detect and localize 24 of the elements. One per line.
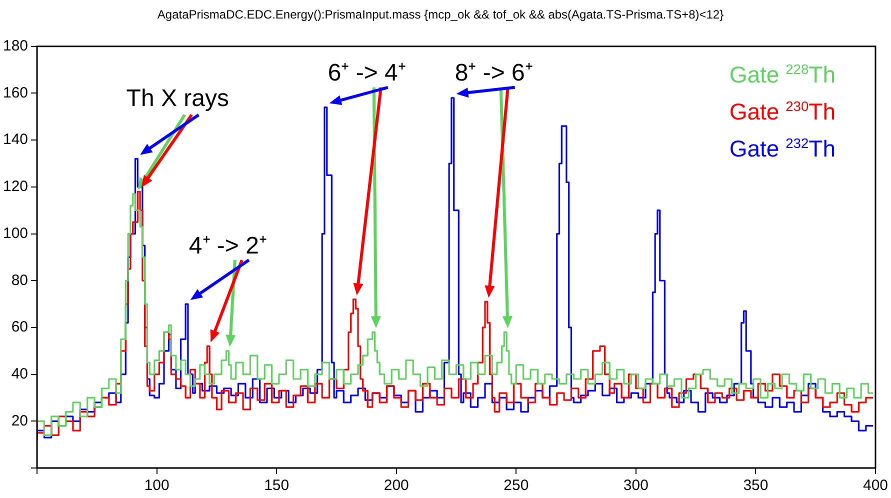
- annotation: 4⁺ -> 2⁺: [188, 232, 267, 261]
- x-tick-label: 200: [384, 477, 409, 494]
- x-tick-label: 400: [862, 477, 888, 494]
- text: Gate $^{232}$Th: [729, 134, 836, 164]
- y-tick-label: 160: [2, 84, 28, 102]
- y-tick-label: 80: [11, 272, 28, 289]
- x-tick-label: 300: [623, 477, 648, 494]
- annotation: 6⁺ -> 4⁺: [328, 58, 406, 88]
- y-tick-label: 140: [2, 131, 28, 148]
- y-tick-label: 40: [11, 365, 28, 382]
- y-tick-label: 120: [2, 178, 28, 196]
- y-tick-label: 180: [2, 38, 28, 55]
- x-tick-label: 100: [144, 477, 170, 494]
- x-tick-label: 350: [743, 477, 768, 494]
- y-tick-label: 20: [11, 412, 28, 430]
- x-tick-label: 250: [504, 477, 529, 494]
- annotation: 8⁺ -> 6⁺: [454, 58, 533, 88]
- text: Gate $^{228}$Th: [729, 61, 836, 90]
- x-tick-label: 150: [264, 477, 290, 494]
- annotation: Th X rays: [126, 84, 229, 113]
- chart-title: AgataPrismaDC.EDC.Energy():PrismaInput.mass {mcp_ok && tof_ok && abs(Agata.TS-Prisma.TS+8)<12}: [157, 8, 724, 22]
- y-tick-label: 100: [2, 224, 28, 242]
- y-tick-label: 60: [11, 318, 28, 336]
- text: Gate $^{230}$Th: [729, 98, 836, 127]
